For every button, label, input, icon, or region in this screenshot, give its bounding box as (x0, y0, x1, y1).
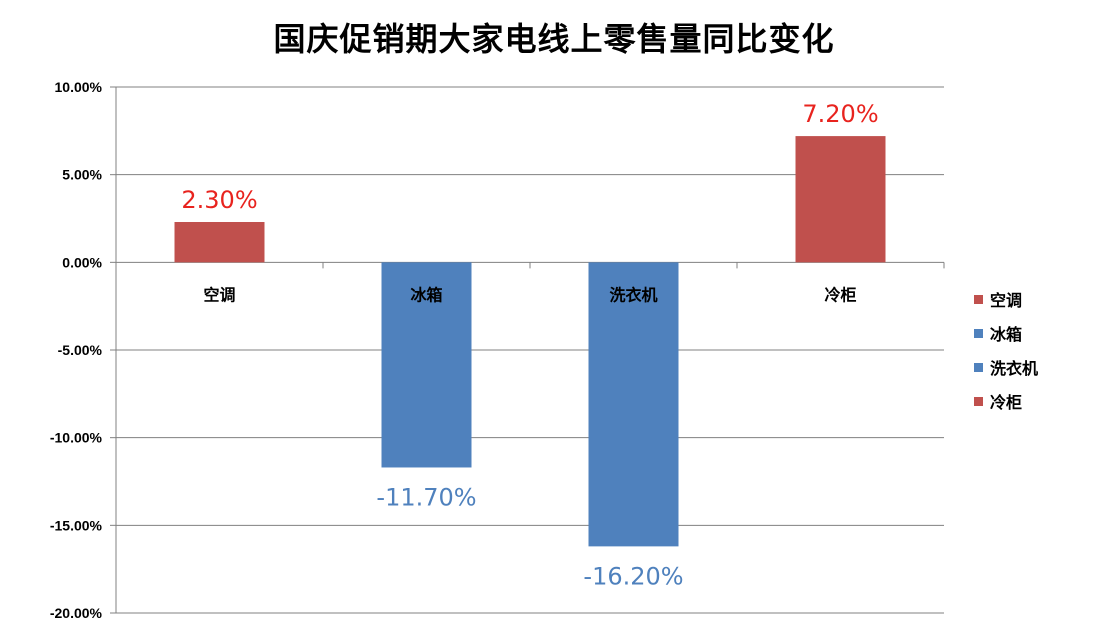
category-label: 冰箱 (410, 285, 442, 304)
category-label: 空调 (203, 285, 235, 304)
y-tick-label: -5.00% (58, 342, 103, 358)
legend-label: 空调 (990, 291, 1022, 310)
category-label: 冷柜 (824, 285, 856, 304)
bar-2 (381, 262, 472, 468)
legend-label: 冰箱 (990, 325, 1022, 344)
bar-3 (588, 262, 679, 547)
y-tick-label: -20.00% (50, 605, 103, 621)
legend-swatch (974, 329, 983, 338)
bar-1 (174, 222, 265, 263)
legend-label: 冷柜 (990, 393, 1022, 412)
data-label: 7.20% (802, 100, 878, 128)
legend-swatch (974, 295, 983, 304)
category-label: 洗衣机 (609, 285, 657, 304)
data-label: -11.70% (376, 483, 476, 511)
data-label: 2.30% (181, 186, 257, 214)
y-tick-label: 0.00% (62, 254, 102, 270)
bar-4 (795, 136, 886, 263)
legend-swatch (974, 363, 983, 372)
y-tick-label: -10.00% (50, 430, 103, 446)
y-tick-label: 5.00% (62, 167, 102, 183)
chart-title: 国庆促销期大家电线上零售量同比变化 (273, 20, 835, 58)
y-tick-label: -15.00% (50, 517, 103, 533)
legend-label: 洗衣机 (990, 359, 1038, 378)
legend-swatch (974, 397, 983, 406)
data-label: -16.20% (583, 562, 683, 590)
y-tick-label: 10.00% (55, 79, 103, 95)
